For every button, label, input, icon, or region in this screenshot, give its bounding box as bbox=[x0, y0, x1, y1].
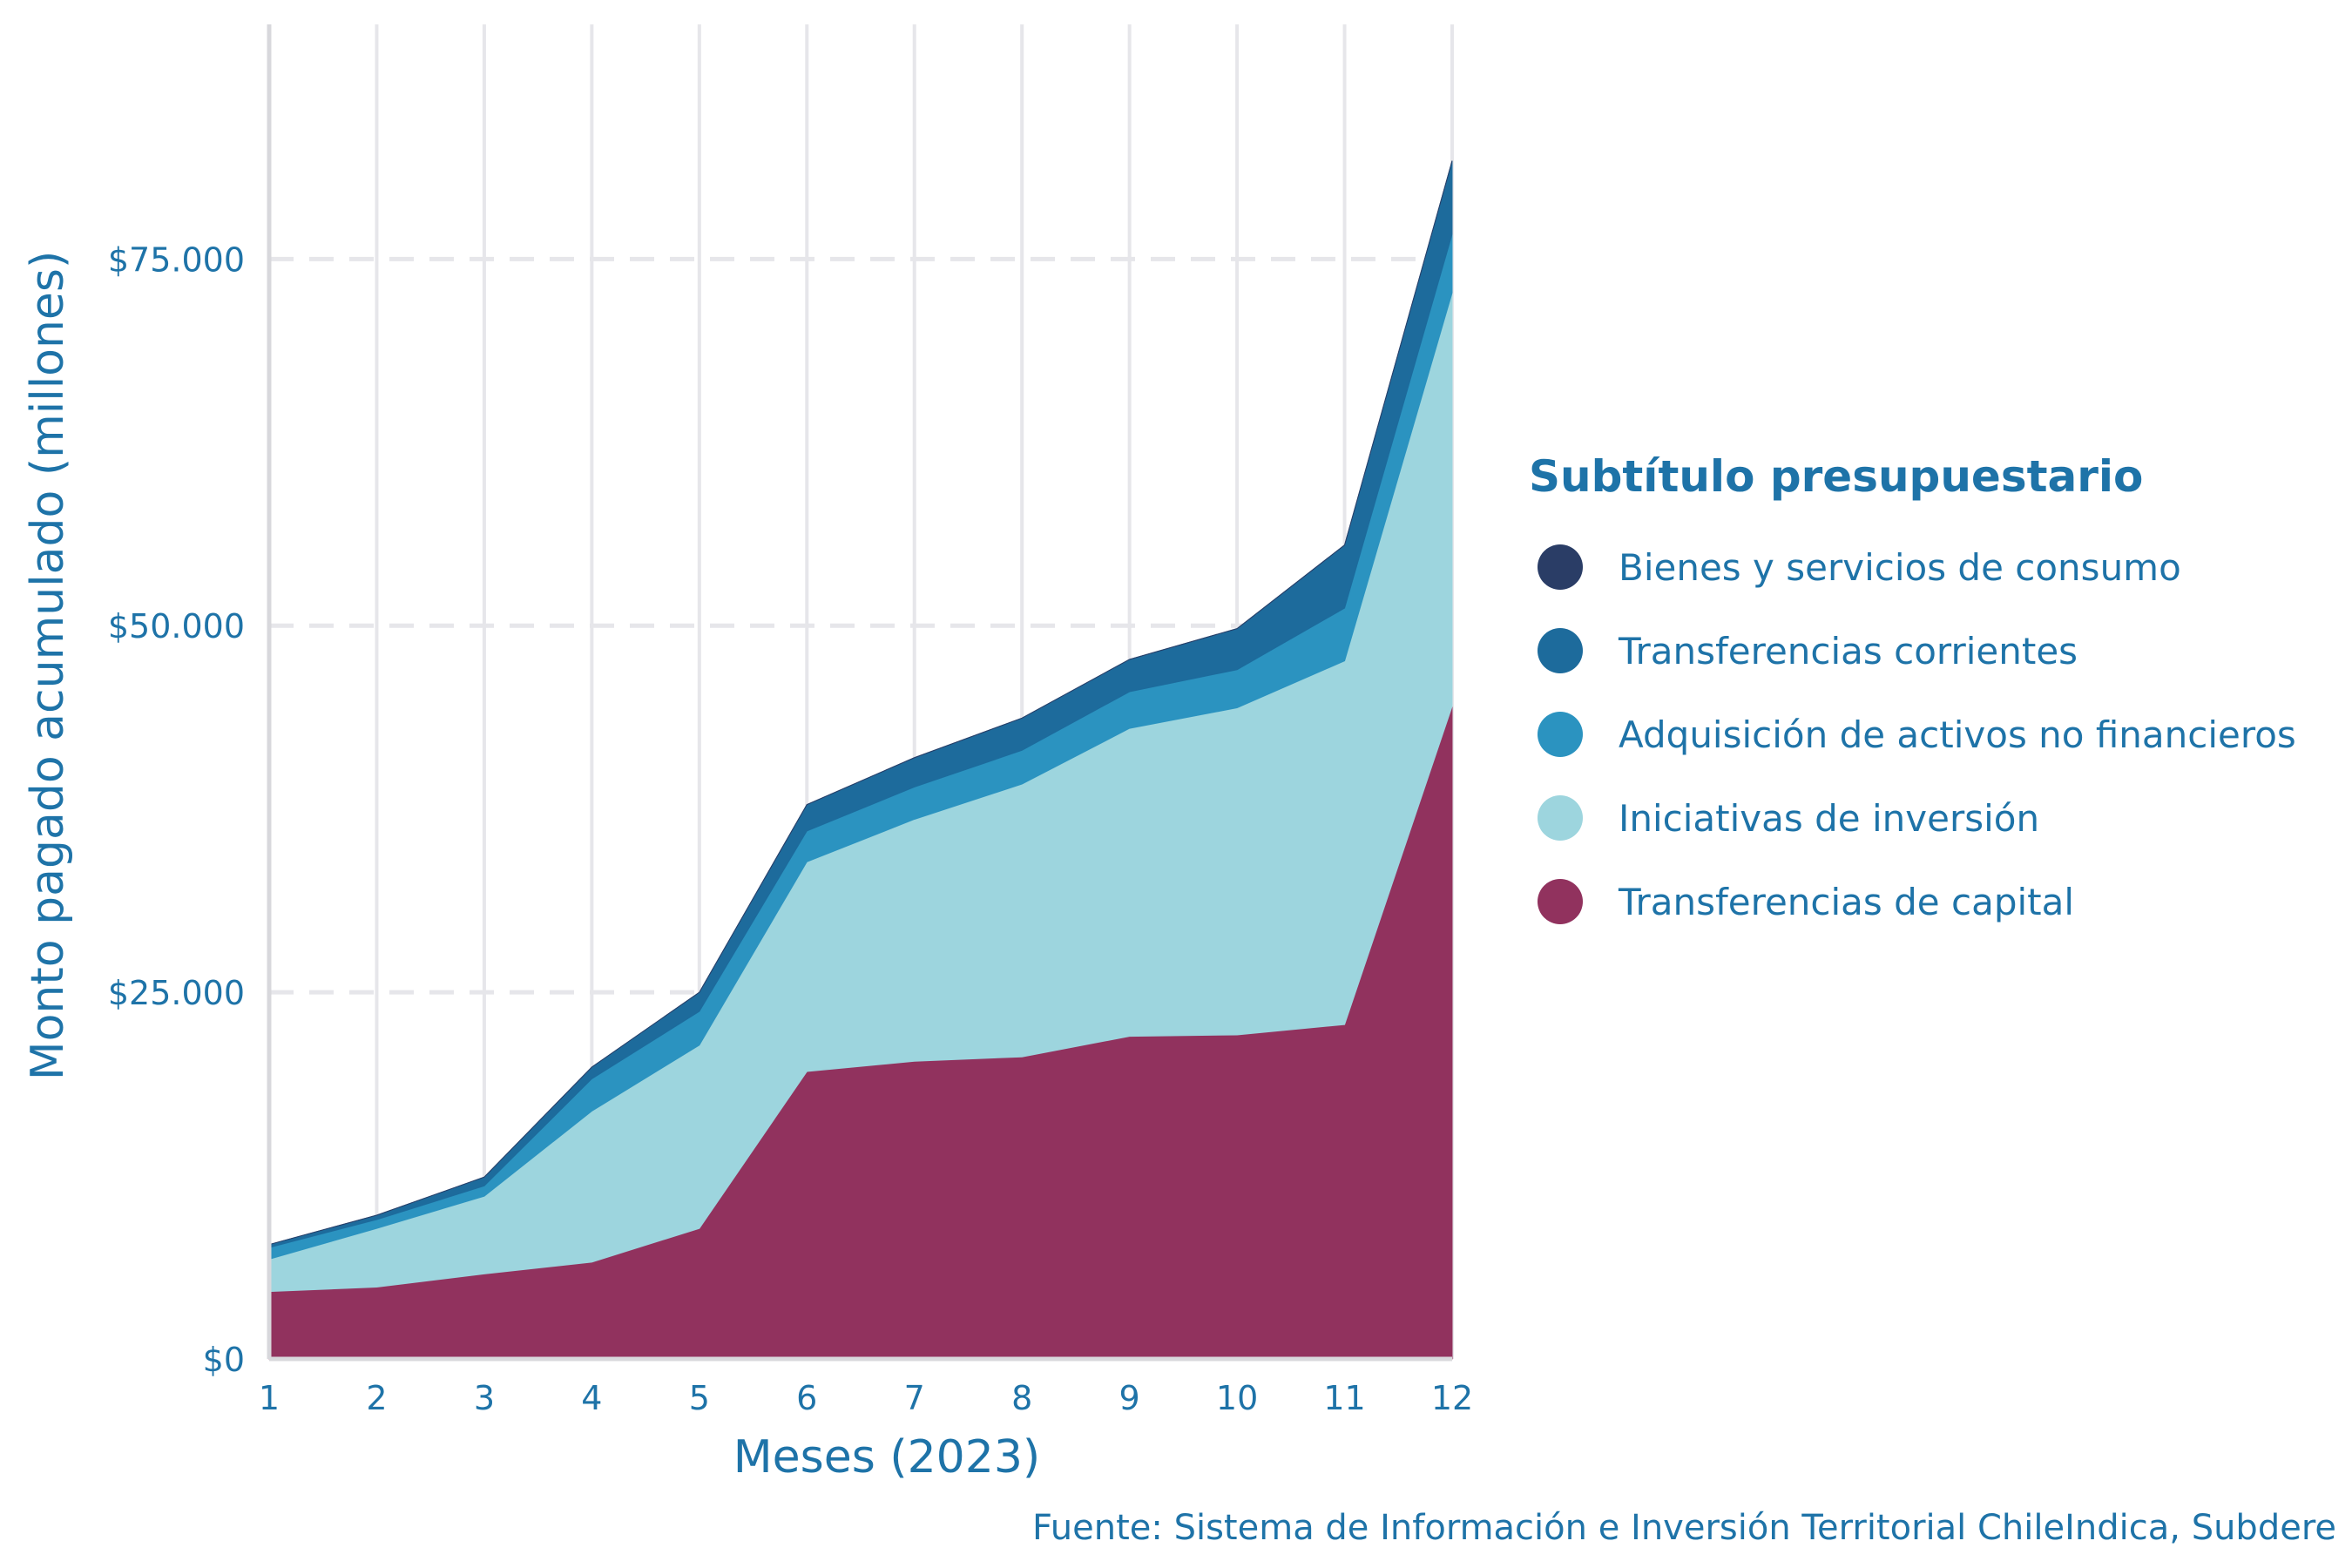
x-tick-label: 3 bbox=[474, 1379, 495, 1417]
legend-label-transferencias-corrientes: Transferencias corrientes bbox=[1618, 630, 2078, 672]
x-tick-label: 11 bbox=[1323, 1379, 1365, 1417]
legend-swatch-transferencias-de-capital bbox=[1538, 879, 1583, 924]
y-axis-title: Monto pagado acumulado (millones) bbox=[22, 251, 74, 1081]
legend-items: Bienes y servicios de consumo Transferenc… bbox=[1538, 544, 2296, 924]
x-tick-label: 8 bbox=[1011, 1379, 1032, 1417]
x-tick-labels: 1 2 3 4 5 6 7 8 9 10 11 12 bbox=[259, 1379, 1473, 1417]
legend-swatch-bienes-y-servicios-de-consumo bbox=[1538, 544, 1583, 590]
plot-areas bbox=[268, 160, 1453, 1360]
x-axis-title: Meses (2023) bbox=[733, 1431, 1040, 1484]
legend-swatch-transferencias-corrientes bbox=[1538, 628, 1583, 673]
x-tick-label: 7 bbox=[904, 1379, 925, 1417]
legend-swatch-adquisicion-de-activos-no-financieros bbox=[1538, 712, 1583, 757]
area-bienes-y-servicios-de-consumo bbox=[268, 160, 1453, 1246]
x-tick-label: 5 bbox=[689, 1379, 710, 1417]
x-tick-label: 1 bbox=[259, 1379, 280, 1417]
legend-swatch-iniciativas-de-inversion bbox=[1538, 795, 1583, 841]
x-tick-label: 9 bbox=[1119, 1379, 1140, 1417]
y-tick-labels: $0 $25.000 $50.000 $75.000 bbox=[108, 240, 245, 1379]
y-tick-label: $0 bbox=[203, 1341, 245, 1379]
x-tick-label: 4 bbox=[581, 1379, 602, 1417]
legend-title: Subtítulo presupuestario bbox=[1529, 451, 2143, 502]
x-tick-label: 6 bbox=[796, 1379, 817, 1417]
y-tick-label: $50.000 bbox=[108, 607, 245, 645]
x-tick-label: 2 bbox=[366, 1379, 387, 1417]
x-tick-label: 10 bbox=[1216, 1379, 1258, 1417]
x-tick-label: 12 bbox=[1431, 1379, 1473, 1417]
legend: Subtítulo presupuestario Bienes y servic… bbox=[1529, 451, 2296, 924]
source-caption: Fuente: Sistema de Información e Inversi… bbox=[1032, 1508, 2336, 1548]
legend-label-iniciativas-de-inversion: Iniciativas de inversión bbox=[1619, 797, 2039, 840]
legend-label-adquisicion-de-activos-no-financieros: Adquisición de activos no financieros bbox=[1619, 713, 2296, 756]
legend-label-transferencias-de-capital: Transferencias de capital bbox=[1618, 881, 2074, 923]
y-tick-label: $25.000 bbox=[108, 974, 245, 1012]
y-tick-label: $75.000 bbox=[108, 240, 245, 279]
axes bbox=[267, 24, 1452, 1362]
legend-label-bienes-y-servicios-de-consumo: Bienes y servicios de consumo bbox=[1619, 546, 2181, 589]
